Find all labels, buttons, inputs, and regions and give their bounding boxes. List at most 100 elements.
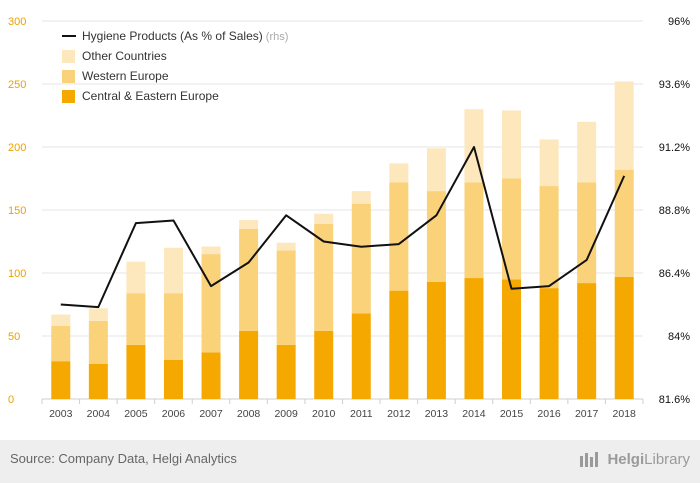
legend-swatch [62,90,75,103]
bar-segment [239,228,259,331]
bar-segment [126,293,146,345]
bar-segment [426,281,446,399]
brand-logo: Helgi Library [579,450,690,468]
bar-segment [276,242,296,251]
bar-segment [126,344,146,399]
bar-segment [314,330,334,399]
bar-segment [464,278,484,399]
source-note: Source: Company Data, Helgi Analytics [10,451,237,466]
x-tick-label: 2012 [387,408,411,420]
bar-segment [426,191,446,282]
left-tick-label: 100 [8,268,26,280]
bar-segment [51,325,71,362]
combo-chart: 0 50 100 150 200 250 300 81.6% 84% 86.4% 88.8% 91.… [8,16,690,420]
bar-segment [239,220,259,229]
left-tick-label: 300 [8,16,26,28]
legend-swatch [62,70,75,83]
bar-segment [351,191,371,204]
bar-segment [502,279,522,399]
bar-segment [577,182,597,284]
right-tick-label: 86.4% [659,268,690,280]
left-tick-label: 50 [8,331,20,343]
bar-segment [614,276,634,399]
right-tick-label: 93.6% [659,79,690,91]
legend-label-text: Hygiene Products (As % of Sales) [82,29,263,43]
bar-segment [464,182,484,279]
bar-segment [201,352,221,399]
bar-segment [163,247,183,294]
x-tick-label: 2008 [237,408,261,420]
right-tick-label: 88.8% [659,205,690,217]
bar-segment [51,314,71,326]
legend-swatch [62,50,75,63]
x-tick-label: 2017 [575,408,599,420]
bar-segment [314,213,334,224]
legend-label: Central & Eastern Europe [82,89,219,103]
legend: Hygiene Products (As % of Sales) (rhs) Ot… [62,29,288,103]
legend-label-text: Other Countries [82,49,167,63]
x-tick-label: 2015 [500,408,524,420]
x-tick-label: 2005 [124,408,148,420]
legend-label-text: Central & Eastern Europe [82,89,219,103]
bar-segment [426,148,446,192]
bar-segment [577,121,597,183]
brand-name: Helgi [607,450,645,468]
bar-segment [389,290,409,399]
left-tick-label: 0 [8,394,14,406]
bar-segment [88,320,108,364]
x-tick-label: 2014 [462,408,486,420]
bar-segment [314,223,334,331]
bar-segment [614,81,634,170]
bar-segment [88,363,108,399]
left-axis-ticks: 0 50 100 150 200 250 300 [8,16,26,406]
left-tick-label: 150 [8,205,26,217]
bar-segment [201,254,221,353]
hygiene-line [60,146,626,309]
right-tick-label: 96% [668,16,690,28]
bar-segment [539,288,559,399]
bar-segment [389,182,409,291]
bar-segment [502,110,522,179]
legend-label: Western Europe [82,69,169,83]
bar-segment [239,330,259,399]
bar-segment [577,283,597,399]
x-tick-label: 2010 [312,408,336,420]
x-axis-ticks: 2003 2004 2005 2006 2007 2008 2009 2010 2011 2012… [41,399,644,420]
bar-segment [163,359,183,399]
legend-label: Other Countries [82,49,167,63]
stacked-bars [51,81,634,399]
legend-label-text: Western Europe [82,69,169,83]
x-tick-label: 2004 [87,408,111,420]
x-tick-label: 2007 [199,408,223,420]
bar-segment [163,293,183,360]
right-axis-ticks: 81.6% 84% 86.4% 88.8% 91.2% 93.6% 96% [659,16,690,406]
bar-segment [276,250,296,345]
legend-label-suffix: (rhs) [263,31,289,43]
bar-segment [614,169,634,277]
x-tick-label: 2011 [350,408,373,420]
hygiene-series-line [60,146,626,309]
bar-segment [389,163,409,183]
x-tick-label: 2018 [613,408,637,420]
bar-segment [276,344,296,399]
x-tick-label: 2013 [425,408,449,420]
bar-segment [539,186,559,289]
legend-label: Hygiene Products (As % of Sales) (rhs) [82,29,288,43]
right-tick-label: 81.6% [659,394,690,406]
bar-segment [51,361,71,399]
bar-segment [539,139,559,187]
x-tick-label: 2016 [537,408,561,420]
bar-segment [126,261,146,294]
left-tick-label: 250 [8,79,26,91]
bar-segment [351,203,371,314]
x-tick-label: 2006 [162,408,186,420]
x-tick-label: 2009 [274,408,298,420]
bar-segment [201,246,221,255]
library-icon [580,452,599,467]
x-tick-label: 2003 [49,408,73,420]
bar-segment [351,313,371,399]
bar-segment [502,178,522,280]
right-tick-label: 84% [668,331,690,343]
bar-segment [88,308,108,321]
right-tick-label: 91.2% [659,142,690,154]
